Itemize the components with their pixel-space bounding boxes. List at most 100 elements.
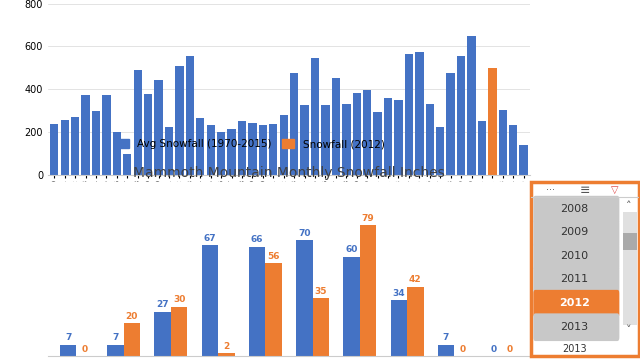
Text: 2013: 2013 (560, 321, 588, 332)
Text: 0: 0 (490, 345, 497, 354)
Bar (321, 105, 330, 175)
Text: 30: 30 (173, 295, 186, 304)
FancyBboxPatch shape (533, 313, 620, 341)
Bar (509, 125, 517, 175)
Bar (134, 70, 142, 175)
Bar (249, 247, 266, 356)
Bar (311, 58, 319, 175)
Bar (623, 212, 637, 325)
FancyBboxPatch shape (533, 196, 620, 224)
Bar (467, 36, 476, 175)
Text: 0: 0 (507, 345, 513, 354)
Bar (363, 90, 371, 175)
Bar (290, 73, 298, 175)
Bar (107, 345, 124, 356)
Bar (447, 73, 455, 175)
Bar (202, 245, 218, 356)
Bar (124, 323, 140, 356)
Bar (92, 111, 100, 175)
Text: ···: ··· (546, 185, 555, 195)
Bar (50, 123, 58, 175)
Bar (384, 98, 392, 175)
Bar (332, 77, 340, 175)
Bar (478, 121, 486, 175)
Bar (227, 129, 236, 175)
Bar (312, 298, 329, 356)
Bar (196, 118, 204, 175)
Bar (488, 68, 497, 175)
Text: 66: 66 (251, 235, 263, 244)
Bar (353, 93, 361, 175)
Text: ˅: ˅ (626, 325, 632, 336)
Bar (266, 264, 282, 356)
Text: 56: 56 (268, 252, 280, 261)
Bar (436, 127, 444, 175)
Title: Mammoth Mountain Seasonal Snowfall in Inches: Mammoth Mountain Seasonal Snowfall in In… (121, 0, 457, 1)
Text: 2012: 2012 (559, 298, 589, 308)
Text: 2: 2 (223, 342, 230, 351)
Text: 2010: 2010 (560, 251, 588, 261)
Bar (171, 307, 188, 356)
Bar (186, 56, 194, 175)
Text: 7: 7 (112, 333, 118, 342)
Text: 7: 7 (65, 333, 71, 342)
Bar (623, 233, 637, 250)
Bar (374, 112, 382, 175)
Bar (259, 125, 267, 175)
Bar (342, 104, 351, 175)
Bar (165, 127, 173, 175)
Bar (390, 300, 407, 356)
Bar (280, 115, 288, 175)
Bar (296, 240, 312, 356)
Text: 2013: 2013 (562, 345, 586, 355)
Bar (154, 312, 171, 356)
Bar (113, 132, 121, 175)
Text: 67: 67 (204, 234, 216, 243)
FancyBboxPatch shape (533, 219, 620, 247)
Bar (407, 287, 424, 356)
Bar (123, 154, 131, 175)
Text: 0: 0 (81, 345, 88, 354)
Text: 2009: 2009 (560, 228, 588, 238)
Bar (175, 66, 184, 175)
Bar (300, 105, 308, 175)
Bar (71, 117, 79, 175)
Bar (61, 120, 69, 175)
Text: 70: 70 (298, 229, 310, 238)
Text: 27: 27 (156, 300, 169, 309)
Text: ▽: ▽ (611, 185, 619, 195)
Bar (144, 94, 152, 175)
Bar (520, 145, 528, 175)
FancyBboxPatch shape (533, 290, 620, 318)
Bar (415, 52, 424, 175)
Bar (394, 100, 403, 175)
FancyBboxPatch shape (533, 266, 620, 294)
Text: 60: 60 (346, 246, 358, 255)
Text: 0: 0 (460, 345, 466, 354)
Bar (81, 95, 90, 175)
Text: 2011: 2011 (560, 274, 588, 284)
Text: 20: 20 (125, 312, 138, 321)
Text: ≡: ≡ (580, 184, 590, 197)
Text: 34: 34 (392, 288, 405, 297)
Bar (404, 54, 413, 175)
Bar (499, 110, 507, 175)
Text: 79: 79 (362, 214, 374, 223)
Bar (343, 257, 360, 356)
Bar (426, 104, 434, 175)
Bar (60, 345, 76, 356)
Bar (269, 123, 278, 175)
FancyBboxPatch shape (533, 243, 620, 270)
Bar (217, 132, 225, 175)
Bar (207, 125, 215, 175)
Text: 2008: 2008 (560, 204, 588, 214)
Title: Mammoth Mountain Monthly Snowfall Inches: Mammoth Mountain Monthly Snowfall Inches (133, 166, 445, 180)
Text: 42: 42 (409, 275, 422, 284)
Bar (360, 225, 376, 356)
Bar (238, 121, 246, 175)
Legend: Avg Snowfall (1970-2015), Snowfall (2012): Avg Snowfall (1970-2015), Snowfall (2012… (112, 135, 389, 153)
Text: 7: 7 (443, 333, 449, 342)
Bar (102, 95, 111, 175)
Bar (438, 345, 454, 356)
Bar (218, 353, 235, 356)
